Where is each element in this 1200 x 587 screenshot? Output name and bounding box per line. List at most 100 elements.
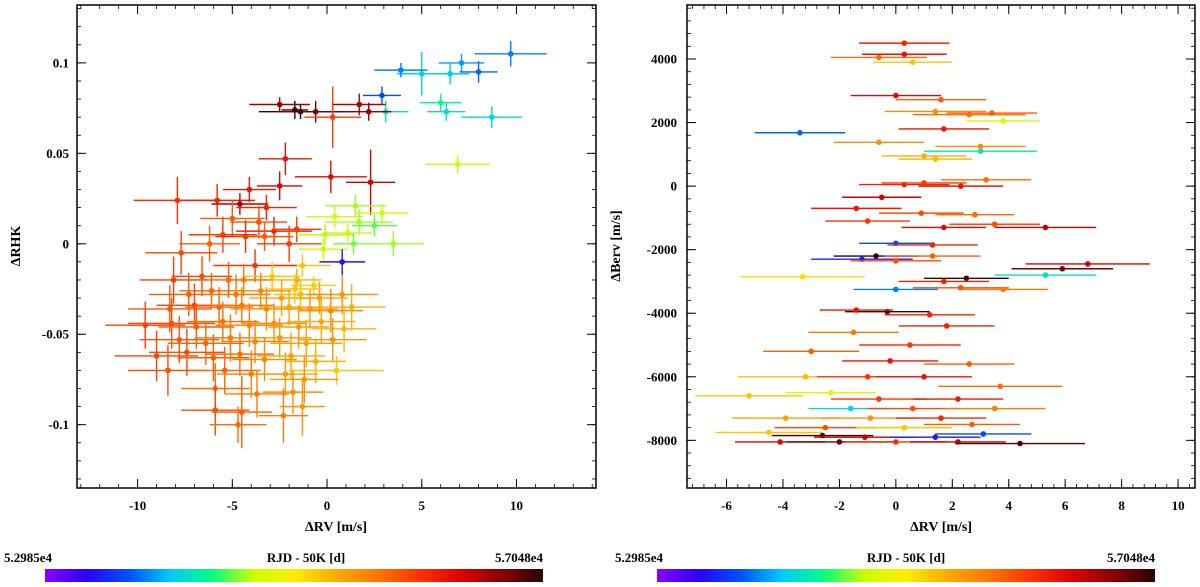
left-point-marker [341,326,347,332]
left-data-point [209,406,267,443]
right-data-point [898,126,989,132]
right-point-marker [853,205,860,212]
left-x-tick-label: -10 [129,498,146,513]
right-point-marker [864,218,871,224]
left-data-point [171,256,233,297]
right-colorbar-max-label: 5.7048e4 [1107,550,1156,565]
right-data-point [859,342,961,348]
left-point-marker [174,197,181,204]
right-data-point [924,275,1009,282]
left-point-marker [295,324,302,330]
left-point-marker [286,240,292,247]
left-point-marker [229,215,236,222]
left-point-marker [203,340,209,347]
right-point-marker [943,323,950,329]
right-data-point [1011,265,1114,272]
right-point-marker [893,92,899,99]
right-point-marker [938,96,944,103]
left-point-marker [329,114,336,120]
right-point-marker [955,396,961,402]
left-data-point [256,332,326,380]
left-point-marker [329,336,336,343]
right-point-marker [828,389,834,396]
left-colorbar-title: RJD - 50K [d] [267,550,345,565]
right-point-marker [1000,118,1006,124]
right-data-point [833,139,925,146]
right-x-tick-label: 4 [1005,498,1012,513]
right-point-marker [893,286,899,293]
left-data-point [281,100,309,119]
right-data-point [715,429,823,436]
left-point-marker [318,318,325,325]
right-data-point [850,257,941,264]
left-data-point [319,249,365,275]
left-data-point [241,303,307,344]
right-point-marker [1042,224,1049,231]
left-data-point [256,171,303,201]
left-data-point [181,384,250,436]
right-y-tick-label: -2000 [647,242,677,257]
left-point-marker [278,295,285,301]
left-data-point [217,350,286,398]
left-point-marker [458,60,465,66]
left-point-marker [447,70,453,77]
left-point-marker [269,273,275,280]
left-point-marker [206,240,213,247]
right-point-marker [972,211,978,218]
left-colorbar-min-label: 5.2985e4 [4,550,53,565]
left-data-point [230,205,288,239]
left-point-marker [339,259,345,265]
left-point-marker [280,412,287,419]
left-point-marker [178,250,184,256]
right-data-point [912,396,1004,402]
left-point-marker [185,291,192,298]
right-point-marker [977,143,984,150]
right-data-point [881,180,967,186]
right-point-marker [991,221,998,228]
right-point-marker [797,129,803,136]
left-plot-frame [76,4,597,489]
left-point-marker [282,371,289,377]
left-point-marker [271,320,277,327]
left-data-point [253,352,318,396]
left-point-marker [288,353,294,359]
left-point-marker [165,367,171,374]
left-point-marker [475,69,482,75]
left-point-marker [176,336,183,343]
left-data-point [298,317,367,362]
right-x-tick-label: -2 [834,498,845,513]
left-panel: -10 -5 0 5 10 -0.1 -0.05 0 0.05 0.1 ΔRV [m/s] ΔRH… [9,4,597,535]
left-data-point [474,41,547,67]
left-point-marker [454,161,461,167]
left-data-point [291,276,337,295]
left-colorbar-max-label: 5.7048e4 [495,550,544,565]
left-data-point [459,61,498,83]
right-point-marker [932,108,939,115]
left-point-marker [312,358,319,365]
left-data-point [213,249,297,282]
right-data-point [842,358,939,364]
right-y-axis-label: ΔBerv [m/s] [609,210,624,281]
left-point-marker [254,391,260,397]
left-data-point [211,375,273,449]
right-data-point [955,440,1085,447]
left-point-marker [227,335,234,341]
left-point-marker [290,389,296,395]
right-y-tick-label: 2000 [651,115,677,130]
left-point-marker [276,101,283,108]
right-data-point [943,405,1046,412]
left-data-point [262,370,324,414]
left-data-point [220,319,290,364]
right-data-point [856,424,953,431]
left-data-point [179,184,256,217]
left-y-axis-label: ΔRHK [9,226,24,267]
left-point-marker [261,233,268,240]
left-data-point [205,332,274,376]
left-y-tick-label: 0.05 [46,146,69,161]
right-x-tick-label: -4 [778,498,789,513]
left-point-marker [252,262,258,269]
right-y-tick-label: -6000 [647,369,677,384]
right-data-point [873,59,953,65]
right-point-marker [977,148,984,154]
left-data-point [325,209,394,235]
